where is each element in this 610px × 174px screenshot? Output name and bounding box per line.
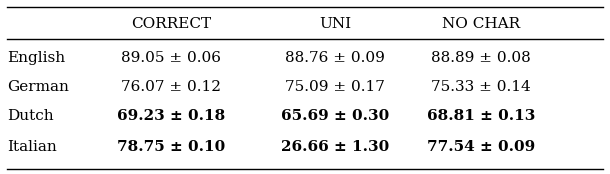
Text: 68.81 ± 0.13: 68.81 ± 0.13 (427, 109, 536, 123)
Text: 88.76 ± 0.09: 88.76 ± 0.09 (285, 51, 386, 65)
Text: English: English (7, 51, 66, 65)
Text: 69.23 ± 0.18: 69.23 ± 0.18 (117, 109, 226, 123)
Text: Italian: Italian (7, 140, 57, 154)
Text: UNI: UNI (319, 17, 351, 31)
Text: 65.69 ± 0.30: 65.69 ± 0.30 (281, 109, 390, 123)
Text: 88.89 ± 0.08: 88.89 ± 0.08 (431, 51, 531, 65)
Text: 75.09 ± 0.17: 75.09 ± 0.17 (285, 80, 386, 94)
Text: 89.05 ± 0.06: 89.05 ± 0.06 (121, 51, 221, 65)
Text: 77.54 ± 0.09: 77.54 ± 0.09 (427, 140, 535, 154)
Text: 75.33 ± 0.14: 75.33 ± 0.14 (431, 80, 531, 94)
Text: NO CHAR: NO CHAR (442, 17, 520, 31)
Text: CORRECT: CORRECT (131, 17, 212, 31)
Text: German: German (7, 80, 70, 94)
Text: 26.66 ± 1.30: 26.66 ± 1.30 (281, 140, 390, 154)
Text: Dutch: Dutch (7, 109, 54, 123)
Text: 78.75 ± 0.10: 78.75 ± 0.10 (117, 140, 226, 154)
Text: 76.07 ± 0.12: 76.07 ± 0.12 (121, 80, 221, 94)
